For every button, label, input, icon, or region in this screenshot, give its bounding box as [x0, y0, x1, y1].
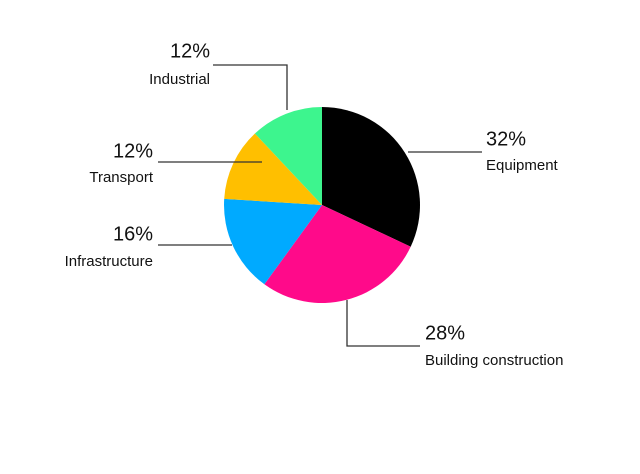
- pie-slice: [224, 133, 322, 205]
- category-label: Infrastructure: [65, 253, 153, 270]
- category-label: Equipment: [486, 157, 559, 174]
- value-label: 12%: [113, 140, 153, 162]
- pie-slice: [322, 107, 420, 247]
- value-label: 32%: [486, 128, 526, 150]
- value-label: 12%: [170, 40, 210, 62]
- pie-slice: [254, 106, 322, 205]
- leader-line: [213, 64, 288, 110]
- leader-line: [346, 300, 420, 347]
- category-label: Industrial: [149, 71, 210, 88]
- pie-slice: [224, 198, 322, 285]
- value-label: 16%: [113, 223, 153, 245]
- pie-slice: [264, 205, 411, 303]
- category-label: Building construction: [425, 352, 563, 369]
- value-label: 28%: [425, 322, 465, 344]
- category-label: Transport: [89, 169, 153, 186]
